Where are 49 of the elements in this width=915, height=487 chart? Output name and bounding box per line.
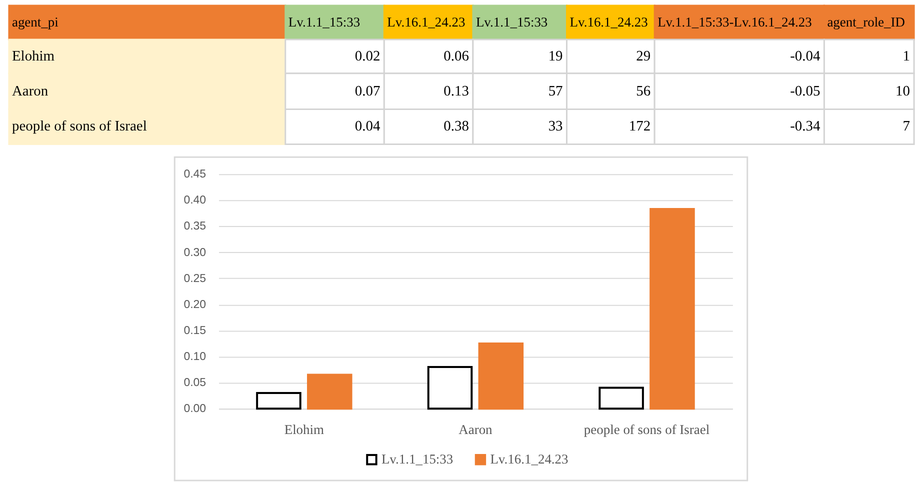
bar (650, 208, 695, 410)
text: -0.04 (790, 48, 820, 64)
x-tick-label: Aaron (458, 422, 493, 438)
text: 0.04 (354, 118, 380, 135)
x-tick-label: people of sons of Israel (584, 422, 710, 438)
legend-label: Lv.1.1_15:33 (381, 452, 454, 467)
category-label: Lv.16.1_24.23 (387, 14, 466, 30)
legend-label: Lv.16.1_24.23 (490, 452, 569, 467)
bar (598, 386, 644, 410)
text: 0.13 (444, 83, 469, 100)
y-tick-label: 0.45 (184, 168, 206, 181)
text: Elohim (12, 48, 55, 64)
bar (427, 366, 473, 410)
category-label: agent_role_ID (827, 14, 906, 30)
bar (478, 342, 524, 410)
category-label: Lv.1.1_15:33-Lv.16.1_24.23 (658, 14, 812, 30)
y-tick-label: 0.35 (184, 220, 206, 233)
text: 0.02 (354, 48, 380, 64)
text: -0.05 (790, 83, 820, 100)
text: people of sons of Israel (12, 118, 147, 135)
category-label: Lv.1.1_15:33 (476, 14, 548, 30)
y-tick-label: 0.10 (184, 351, 206, 364)
y-tick-label: 0.20 (184, 298, 206, 311)
bar (256, 392, 302, 410)
y-tick-label: 0.30 (184, 246, 206, 259)
text: 172 (628, 118, 651, 135)
y-tick-label: 0.05 (184, 377, 206, 390)
text: 33 (548, 118, 563, 135)
text: Aaron (12, 83, 48, 100)
category-label: agent_pi (12, 14, 59, 30)
bar (306, 374, 352, 410)
text: 10 (896, 83, 910, 100)
text: -0.34 (790, 118, 820, 135)
y-tick-label: 0.40 (184, 194, 206, 207)
category-label: Lv.16.1_24.23 (570, 14, 648, 30)
text: 56 (636, 83, 651, 100)
y-tick-label: 0.25 (184, 272, 206, 285)
y-tick-label: 0.15 (184, 324, 206, 337)
text: 19 (548, 48, 563, 64)
text: 57 (548, 83, 563, 100)
x-tick-label: Elohim (284, 422, 325, 438)
y-tick-label: 0.00 (184, 403, 206, 416)
text: 0.38 (444, 118, 469, 135)
category-label: Lv.1.1_15:33 (288, 14, 360, 30)
text: 1 (902, 48, 910, 64)
text: 7 (902, 118, 910, 135)
text: 0.06 (444, 48, 469, 64)
text: 0.07 (354, 83, 380, 100)
text: 29 (636, 48, 651, 64)
